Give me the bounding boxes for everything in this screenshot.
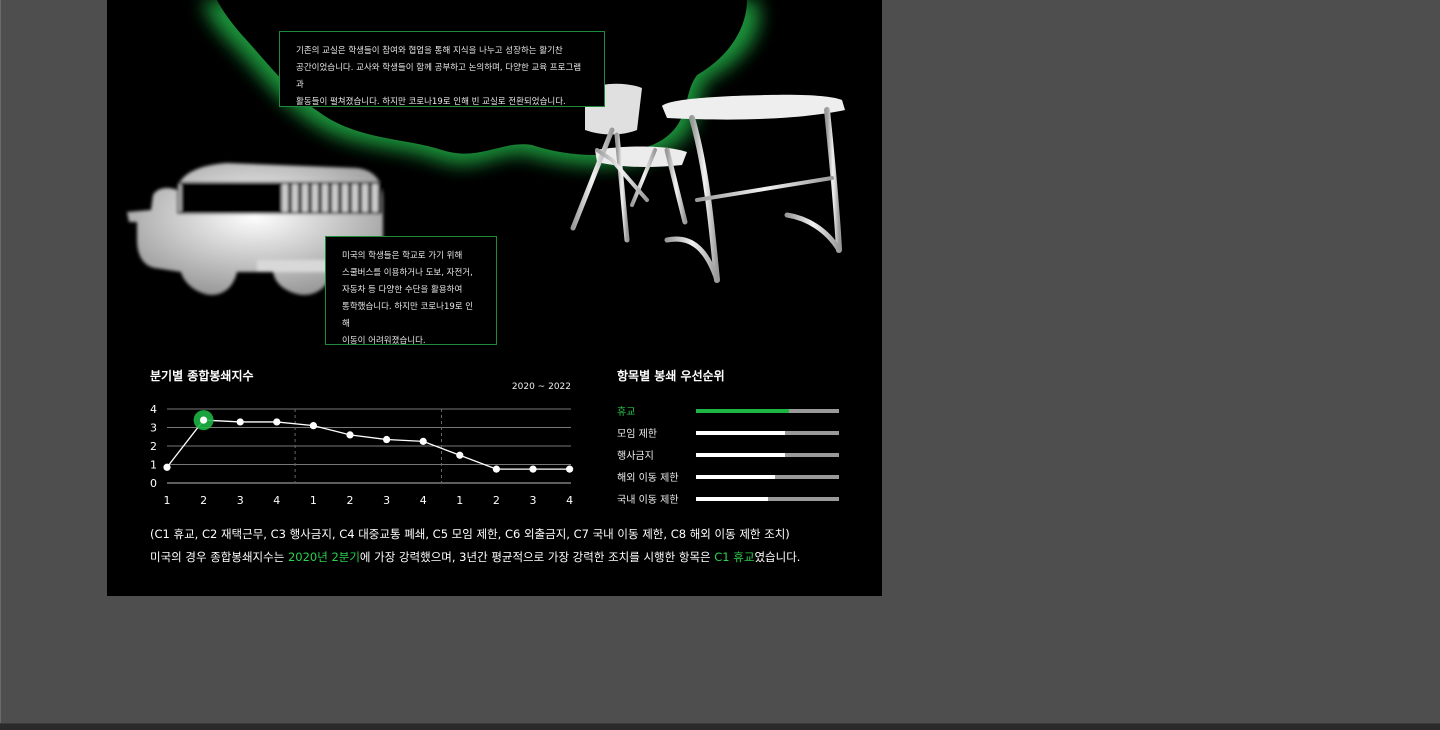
- callout-classroom: 기존의 교실은 학생들이 참여와 협업을 통해 지식을 나누고 성장하는 활기찬…: [279, 31, 605, 107]
- chart-data-point: [163, 463, 171, 471]
- ranking-item: 국내 이동 제한: [617, 491, 839, 506]
- chart-x-tick-label: 3: [237, 494, 244, 507]
- chart-data-point: [456, 451, 464, 459]
- ranking-item-label: 모임 제한: [617, 429, 657, 440]
- callout-bus-line: 통학했습니다. 하지만 코로나19로 인해: [342, 302, 474, 329]
- ranking-item-label: 국내 이동 제한: [617, 495, 679, 506]
- ranking-item-label: 휴교: [617, 407, 636, 418]
- chart-x-tick-label: 4: [420, 494, 427, 507]
- chart-x-tick-label: 2: [200, 494, 207, 507]
- summary-highlight-measure: C1 휴교: [714, 550, 755, 564]
- canvas-edge: [0, 0, 1, 729]
- chart-x-tick-label: 2: [493, 494, 500, 507]
- chart-x-tick-label: 3: [530, 494, 537, 507]
- chart-x-tick-label: 3: [383, 494, 390, 507]
- bottom-scrollbar[interactable]: [0, 723, 1440, 730]
- chart-data-point: [200, 416, 208, 424]
- chart-data-point: [383, 435, 391, 444]
- chart-x-tick-label: 4: [566, 494, 573, 507]
- chart-x-tick-label: 1: [164, 494, 171, 507]
- chart-y-tick-label: 2: [150, 440, 157, 453]
- chart-data-point: [236, 418, 244, 426]
- ranking-bar-fill: [696, 475, 775, 479]
- ranking-bar-track: [696, 475, 839, 479]
- ranking-bar-track: [696, 431, 839, 435]
- ranking-bar-fill: [696, 453, 785, 457]
- callout-bus-line: 미국의 학생들은 학교로 가기 위해: [342, 251, 463, 261]
- chart-y-tick-label: 0: [150, 477, 157, 490]
- ranking-title: 항목별 봉쇄 우선순위: [617, 369, 725, 383]
- chart-year-range: 2020 ~ 2022: [511, 382, 571, 392]
- callout-bus-line: 자동차 등 다양한 수단을 활용하여: [342, 285, 463, 295]
- chart-y-tick-label: 4: [150, 403, 157, 416]
- callout-bus-line: 스쿨버스를 이용하거나 도보, 자전거,: [342, 268, 473, 278]
- chart-data-point: [492, 465, 500, 473]
- ranking-item-label: 행사금지: [617, 451, 654, 462]
- summary-text: 미국의 경우 종합봉쇄지수는: [150, 550, 288, 564]
- chart-x-tick-label: 1: [310, 494, 317, 507]
- ranking-bar-fill: [696, 409, 789, 413]
- ranking-item: 모임 제한: [617, 425, 839, 440]
- summary-note: 미국의 경우 종합봉쇄지수는 2020년 2분기에 가장 강력했으며, 3년간 …: [150, 549, 800, 565]
- infographic-artboard: 기존의 교실은 학생들이 참여와 협업을 통해 지식을 나누고 성장하는 활기찬…: [107, 0, 882, 596]
- ranking-bar-fill: [696, 497, 768, 501]
- chart-data-point: [529, 465, 537, 473]
- summary-highlight-period: 2020년 2분기: [287, 550, 360, 564]
- callout-classroom-line: 활동들이 펼쳐졌습니다. 하지만 코로나19로 인해 빈 교실로 전환되었습니다…: [296, 97, 566, 107]
- desk-icon: [662, 94, 845, 283]
- ranking-bar-track: [696, 409, 839, 413]
- school-bus-icon: [127, 163, 383, 296]
- chart-series-line: [166, 419, 570, 470]
- ranking-item-label: 해외 이동 제한: [617, 473, 679, 484]
- ranking-item: 휴교: [617, 403, 839, 418]
- chart-data-point: [346, 431, 354, 439]
- summary-text: 에 가장 강력했으며, 3년간 평균적으로 가장 강력한 조치를 시행한 항목은: [359, 550, 715, 564]
- chart-data-point: [566, 465, 574, 473]
- legend-note: (C1 휴교, C2 재택근무, C3 행사금지, C4 대중교통 폐쇄, C5…: [150, 527, 790, 541]
- chart-data-point: [273, 418, 281, 426]
- chart-data-point: [419, 437, 427, 445]
- summary-text: 였습니다.: [754, 550, 801, 564]
- callout-classroom-line: 기존의 교실은 학생들이 참여와 협업을 통해 지식을 나누고 성장하는 활기찬: [296, 46, 563, 56]
- chart-data-point: [309, 422, 317, 430]
- ranking-bar-track: [696, 497, 839, 501]
- callout-classroom-line: 공간이었습니다. 교사와 학생들이 함께 공부하고 논의하며, 다양한 교육 프…: [296, 63, 582, 90]
- ranking-bar-track: [696, 453, 839, 457]
- chart-x-tick-label: 2: [347, 494, 354, 507]
- callout-bus: 미국의 학생들은 학교로 가기 위해 스쿨버스를 이용하거나 도보, 자전거, …: [325, 236, 497, 346]
- chart-x-tick-label: 4: [273, 494, 280, 507]
- ranking-item: 해외 이동 제한: [617, 469, 839, 484]
- ranking-bar-fill: [696, 431, 785, 435]
- chart-title: 분기별 종합봉쇄지수: [150, 369, 254, 383]
- callout-bus-line: 이동이 어려워졌습니다.: [342, 336, 426, 346]
- ranking-item: 행사금지: [617, 447, 839, 462]
- chart-y-tick-label: 1: [150, 459, 157, 472]
- chart-y-tick-label: 3: [150, 422, 157, 435]
- chart-x-tick-label: 1: [456, 494, 463, 507]
